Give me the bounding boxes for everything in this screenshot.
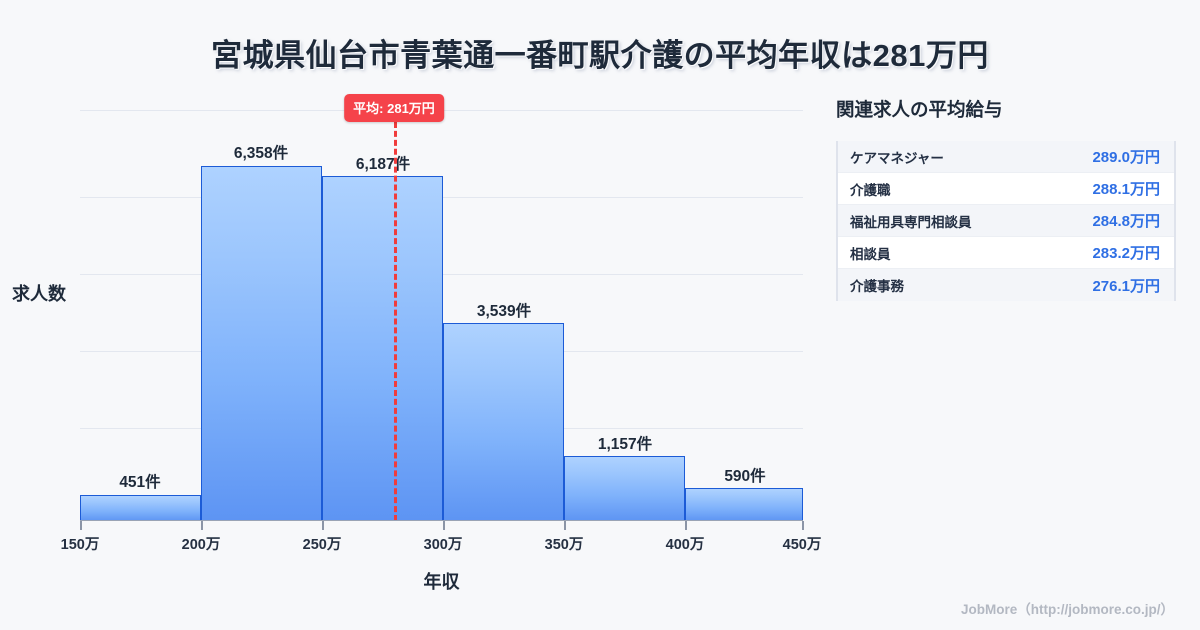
y-axis-title: 求人数 — [12, 284, 66, 304]
x-tick — [802, 521, 804, 530]
plot-area: 451件 6,358件 6,187件 3,539件 1,157件 590件 平均… — [61, 94, 821, 553]
x-tick-label: 350万 — [544, 537, 584, 553]
table-row[interactable]: 介護事務 276.1万円 — [838, 269, 1174, 301]
table-row[interactable]: ケアマネジャー 289.0万円 — [838, 141, 1174, 173]
x-axis-title: 年収 — [423, 572, 460, 592]
bar-value-label: 451件 — [119, 474, 161, 491]
x-tick — [322, 521, 324, 530]
average-line — [394, 122, 397, 521]
salary-role-value: 288.1万円 — [1092, 181, 1160, 198]
bar-value-label: 3,539件 — [476, 303, 532, 320]
sidebar-title: 関連求人の平均給与 — [836, 99, 1003, 120]
x-tick-label: 450万 — [782, 537, 822, 553]
salary-role-name: 介護事務 — [850, 279, 904, 294]
bar-value-label: 1,157件 — [597, 436, 653, 453]
x-tick-label: 250万 — [302, 537, 342, 553]
x-tick-label: 200万 — [181, 537, 221, 553]
bar-400-450[interactable] — [685, 488, 803, 521]
table-row[interactable]: 介護職 288.1万円 — [838, 173, 1174, 205]
table-row[interactable]: 福祉用具専門相談員 284.8万円 — [838, 205, 1174, 237]
bar-value-label: 6,187件 — [355, 156, 411, 173]
salary-role-value: 276.1万円 — [1092, 277, 1160, 295]
x-tick — [80, 521, 82, 530]
salary-role-name: 介護職 — [850, 182, 891, 198]
bar-150-200[interactable] — [80, 495, 201, 521]
x-axis-baseline — [80, 519, 803, 521]
x-tick-label: 150万 — [60, 537, 100, 553]
x-tick-label: 400万 — [665, 537, 705, 553]
table-row[interactable]: 相談員 283.2万円 — [838, 237, 1174, 269]
salary-role-value: 283.2万円 — [1092, 245, 1160, 262]
bar-value-label: 590件 — [724, 468, 766, 485]
bar-350-400[interactable] — [564, 456, 685, 521]
page-title: 宮城県仙台市青葉通一番町駅介護の平均年収は281万円 — [211, 38, 989, 73]
footer-attribution: JobMore（http://jobmore.co.jp/） — [961, 602, 1174, 617]
x-tick — [685, 521, 687, 530]
x-tick — [443, 521, 445, 530]
bar-300-350[interactable] — [443, 323, 564, 521]
x-tick — [201, 521, 203, 530]
bar-200-250[interactable] — [201, 166, 322, 521]
related-salary-panel: 関連求人の平均給与 ケアマネジャー 289.0万円 介護職 288.1万円 福祉… — [836, 96, 1186, 301]
x-tick-label: 300万 — [423, 537, 463, 553]
x-tick — [564, 521, 566, 530]
salary-role-name: 福祉用具専門相談員 — [850, 214, 972, 230]
histogram-chart: 求人数 451件 6,358件 6,187件 3,539件 1,157件 590… — [0, 90, 830, 592]
salary-role-name: ケアマネジャー — [850, 150, 944, 166]
salary-role-name: 相談員 — [850, 246, 891, 262]
salary-role-value: 284.8万円 — [1092, 213, 1160, 230]
bar-value-label: 6,358件 — [233, 145, 289, 162]
average-badge: 平均: 281万円 — [344, 94, 444, 122]
salary-role-value: 289.0万円 — [1092, 149, 1160, 166]
salary-table: ケアマネジャー 289.0万円 介護職 288.1万円 福祉用具専門相談員 28… — [836, 141, 1176, 301]
bar-250-300[interactable] — [322, 176, 443, 521]
